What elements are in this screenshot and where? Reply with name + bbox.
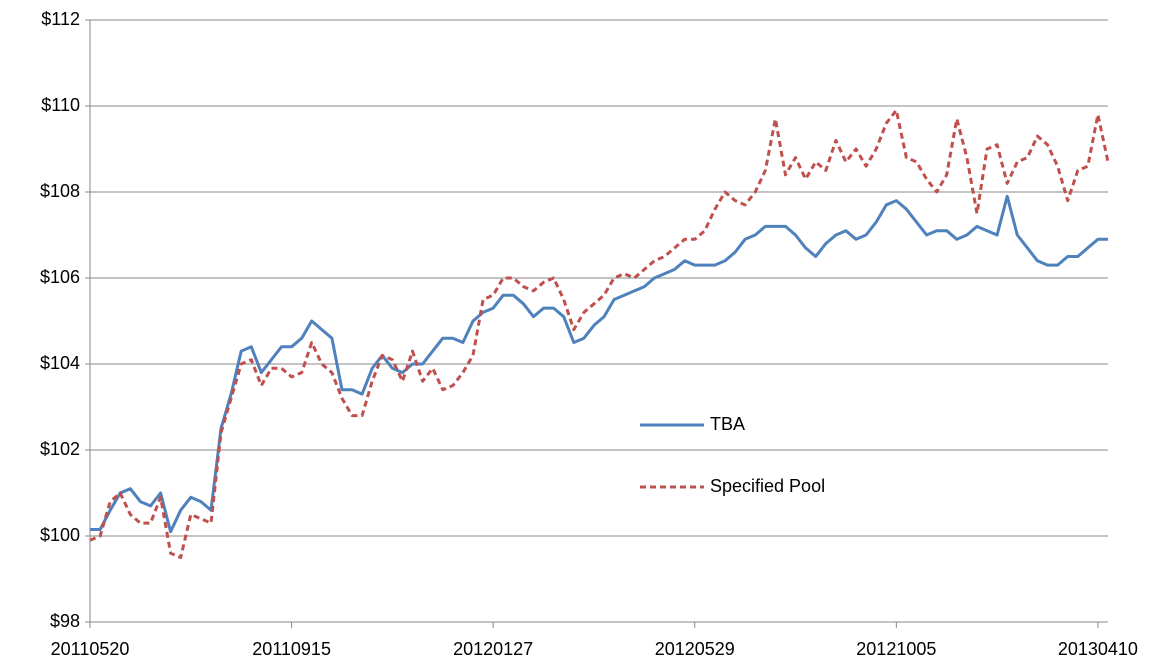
- x-tick-label: 20130410: [1058, 639, 1138, 659]
- legend-label: TBA: [710, 414, 745, 434]
- x-tick-label: 20110520: [51, 639, 130, 659]
- legend-label: Specified Pool: [710, 476, 825, 496]
- y-tick-label: $104: [40, 353, 80, 373]
- x-tick-label: 20121005: [856, 639, 936, 659]
- x-tick-label: 20120127: [453, 639, 533, 659]
- y-tick-label: $112: [41, 9, 80, 29]
- series-line: [90, 194, 1108, 534]
- y-tick-label: $106: [40, 267, 80, 287]
- y-tick-label: $100: [40, 525, 80, 545]
- y-tick-label: $108: [40, 181, 80, 201]
- y-tick-label: $98: [50, 611, 80, 631]
- y-tick-label: $110: [41, 95, 80, 115]
- y-tick-label: $102: [40, 439, 80, 459]
- series-line: [89, 108, 1110, 559]
- x-tick-label: 20120529: [655, 639, 735, 659]
- x-tick-label: 20110915: [252, 639, 331, 659]
